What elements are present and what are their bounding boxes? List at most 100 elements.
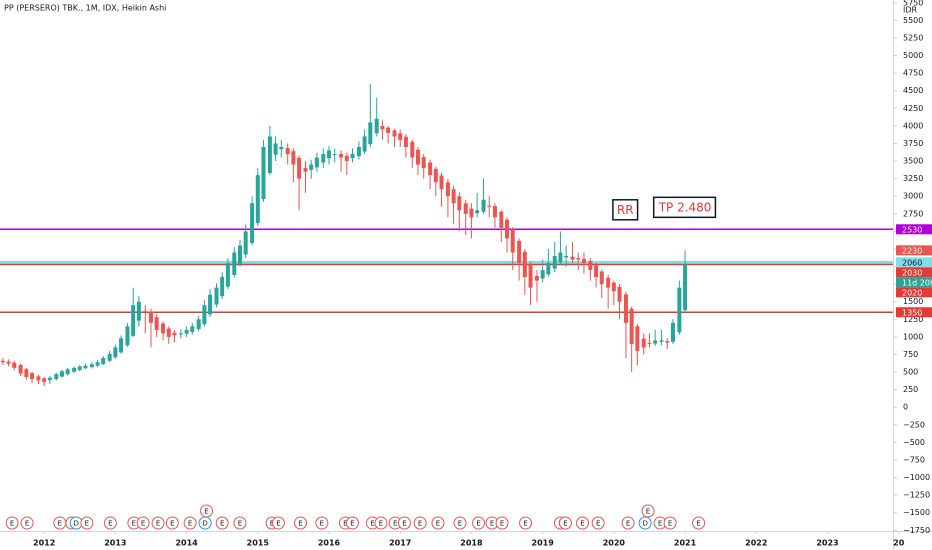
event-label: D xyxy=(642,520,647,528)
candle-body xyxy=(232,252,237,275)
candle-body xyxy=(469,208,474,218)
candle-body xyxy=(546,263,551,275)
x-tick-label: 2018 xyxy=(460,539,483,548)
annotation-box xyxy=(652,196,717,219)
event-marker xyxy=(151,516,165,530)
candle-body xyxy=(641,338,646,348)
event-marker xyxy=(576,516,590,530)
y-tick-label: 5250 xyxy=(903,33,923,42)
candle-body xyxy=(386,127,391,133)
candle-body xyxy=(42,378,47,382)
candle-body xyxy=(350,154,355,159)
event-label: D xyxy=(74,520,79,528)
price-label: 11d 20h xyxy=(902,278,932,287)
candle-body xyxy=(225,263,230,287)
event-label: E xyxy=(580,520,584,528)
event-marker xyxy=(294,516,308,530)
y-tick-label: 4500 xyxy=(903,86,923,95)
y-tick-label: 3000 xyxy=(903,192,923,201)
candle-body xyxy=(30,373,35,380)
candle-body xyxy=(380,125,385,130)
candle-body xyxy=(297,157,302,179)
y-tick-label: 5500 xyxy=(903,16,923,25)
event-label: E xyxy=(220,520,224,528)
candle-body xyxy=(321,154,326,163)
y-tick-label: 3250 xyxy=(903,174,923,183)
event-label: E xyxy=(500,520,504,528)
candle-body xyxy=(65,369,70,375)
candle-body xyxy=(154,317,159,330)
candle-body xyxy=(161,323,166,334)
candle-body xyxy=(481,199,486,212)
candle-body xyxy=(47,377,52,381)
candle-body xyxy=(148,311,153,323)
candle-body xyxy=(83,365,88,369)
y-tick-label: −1250 xyxy=(903,491,930,500)
candle-body xyxy=(665,341,670,343)
candle-body xyxy=(309,164,314,170)
event-marker xyxy=(519,516,533,530)
candle-body xyxy=(339,154,344,158)
event-marker xyxy=(103,516,117,530)
event-marker xyxy=(80,516,94,530)
candle-body xyxy=(362,136,367,152)
candle-body xyxy=(243,231,248,255)
event-marker xyxy=(20,516,34,530)
candle-body xyxy=(107,353,112,361)
x-tick-label: 2013 xyxy=(104,539,126,548)
event-marker xyxy=(621,516,635,530)
candle-body xyxy=(6,361,11,364)
candle-body xyxy=(403,136,408,147)
y-tick-label: −250 xyxy=(903,420,925,429)
event-label: E xyxy=(696,520,700,528)
y-tick-label: −1000 xyxy=(903,473,930,482)
y-tick-label: 5750 xyxy=(903,0,923,7)
event-label: E xyxy=(132,520,136,528)
candle-body xyxy=(131,305,136,336)
event-label: E xyxy=(141,520,145,528)
x-tick-label: 2023 xyxy=(816,539,838,548)
event-label: E xyxy=(298,520,302,528)
event-label: E xyxy=(523,520,527,528)
price-label-box xyxy=(896,287,932,298)
event-label: E xyxy=(156,520,160,528)
x-tick-label: 2017 xyxy=(389,539,411,548)
candle-body xyxy=(89,364,94,368)
candle-body xyxy=(220,277,225,297)
candle-body xyxy=(653,340,658,344)
candle-body xyxy=(72,367,77,372)
candle-body xyxy=(534,276,539,281)
candle-body xyxy=(332,154,337,156)
event-label: E xyxy=(393,520,397,528)
y-tick-label: 750 xyxy=(903,350,918,359)
y-tick-label: 4750 xyxy=(903,69,923,78)
event-label: E xyxy=(370,520,374,528)
event-marker xyxy=(233,516,247,530)
y-tick-label: 500 xyxy=(903,368,918,377)
candle-body xyxy=(499,211,504,228)
candle-body xyxy=(273,143,278,155)
currency: IDR xyxy=(903,6,918,15)
x-tick-label: 2022 xyxy=(745,539,767,548)
event-label: E xyxy=(436,520,440,528)
price-label-box xyxy=(896,224,932,235)
x-tick-label: 2014 xyxy=(175,539,198,548)
y-tick-label: 1500 xyxy=(903,297,923,306)
event-marker xyxy=(183,516,197,530)
candle-body xyxy=(540,270,545,279)
candle-body xyxy=(327,150,331,159)
event-label: E xyxy=(58,520,62,528)
candle-body xyxy=(59,371,64,377)
candle-body xyxy=(374,118,379,134)
event-marker xyxy=(638,516,652,530)
candle-body xyxy=(564,256,569,258)
event-marker xyxy=(495,516,509,530)
event-label: E xyxy=(238,520,242,528)
candle-body xyxy=(410,141,415,158)
event-marker xyxy=(315,516,329,530)
candle-body xyxy=(143,311,148,313)
y-tick-label: 250 xyxy=(903,385,918,394)
y-tick-label: 5000 xyxy=(903,51,923,60)
